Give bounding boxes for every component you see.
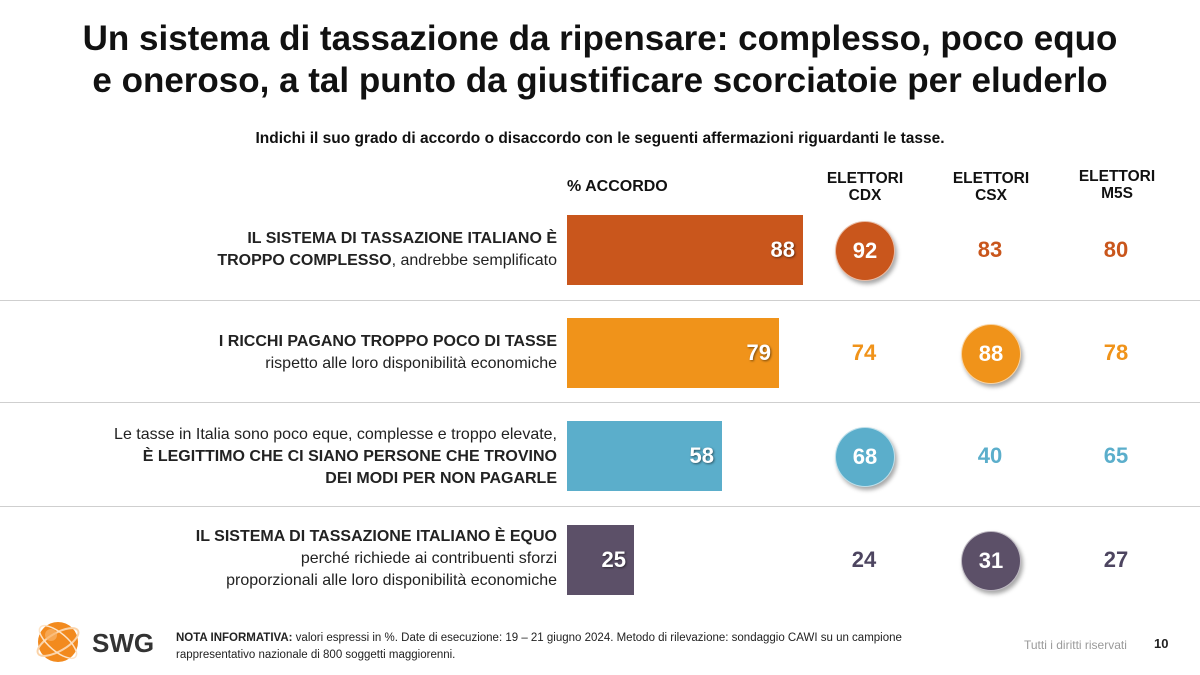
footer-note: NOTA INFORMATIVA: valori espressi in %. …	[176, 630, 902, 664]
header-accordo: % ACCORDO	[567, 178, 668, 195]
value-cdx: 74	[851, 340, 877, 365]
value-m5s: 27	[1103, 547, 1129, 572]
value-m5s: 65	[1103, 443, 1129, 468]
row4-line2: perché richiede ai contribuenti sforzi	[300, 550, 557, 567]
title-line-1: Un sistema di tassazione da ripensare: c…	[82, 19, 1118, 58]
row-divider	[0, 300, 1200, 301]
row3-line3: DEI MODI PER NON PAGARLE	[325, 470, 557, 487]
row-divider	[0, 506, 1200, 507]
bar-value-label: 25	[601, 547, 626, 572]
page-number: 10	[1154, 636, 1169, 651]
swg-logo-text: SWG	[92, 628, 155, 658]
note-label: NOTA INFORMATIVA:	[176, 632, 293, 644]
bar-value-label: 58	[689, 443, 714, 468]
row2-line1: I RICCHI PAGANO TROPPO POCO DI TASSE	[218, 333, 557, 350]
row3-line1: Le tasse in Italia sono poco eque, compl…	[114, 426, 557, 443]
row2-line2: rispetto alle loro disponibilità economi…	[265, 355, 557, 372]
highlight-circle-cdx: 68	[835, 427, 895, 487]
swg-globe-icon	[36, 622, 80, 662]
row-label-3: Le tasse in Italia sono poco eque, compl…	[114, 424, 557, 490]
row-label-2: I RICCHI PAGANO TROPPO POCO DI TASSE ris…	[219, 331, 557, 375]
bar-4: 25	[567, 525, 634, 595]
header-csx-line2: CSX	[975, 187, 1007, 204]
bar-value-label: 79	[746, 340, 771, 365]
row4-line3: proporzionali alle loro disponibilità ec…	[226, 572, 557, 589]
highlight-circle-csx: 31	[961, 531, 1021, 591]
row1-line1: IL SISTEMA DI TASSAZIONE ITALIANO È	[247, 230, 557, 247]
title-line-2: e oneroso, a tal punto da giustificare s…	[92, 61, 1108, 100]
header-m5s: ELETTORI M5S	[1072, 168, 1162, 202]
header-m5s-line1: ELETTORI	[1078, 168, 1156, 185]
header-cdx-line2: CDX	[848, 187, 882, 204]
row-label-4: IL SISTEMA DI TASSAZIONE ITALIANO È EQUO…	[196, 526, 557, 592]
value-csx: 83	[977, 237, 1003, 262]
bar-1: 88	[567, 215, 803, 285]
value-m5s: 80	[1103, 237, 1129, 262]
header-cdx-line1: ELETTORI	[826, 170, 904, 187]
row3-line2: È LEGITTIMO CHE CI SIANO PERSONE CHE TRO…	[142, 448, 557, 465]
row1-line2-bold: TROPPO COMPLESSO	[217, 252, 392, 269]
bar-value-label: 88	[770, 237, 795, 262]
header-csx-line1: ELETTORI	[952, 170, 1030, 187]
row4-line1: IL SISTEMA DI TASSAZIONE ITALIANO È EQUO	[195, 528, 557, 545]
value-cdx: 24	[851, 547, 877, 572]
header-m5s-line2: M5S	[1101, 185, 1133, 202]
row-label-1: IL SISTEMA DI TASSAZIONE ITALIANO È TROP…	[217, 228, 557, 272]
bar-2: 79	[567, 318, 779, 388]
value-m5s: 78	[1103, 340, 1129, 365]
bar-3: 58	[567, 421, 722, 491]
note-line1: valori espressi in %. Date di esecuzione…	[292, 632, 902, 644]
highlight-circle-csx: 88	[961, 324, 1021, 384]
row-divider	[0, 402, 1200, 403]
highlight-circle-cdx: 92	[835, 221, 895, 281]
header-cdx: ELETTORI CDX	[820, 170, 910, 204]
page-title: Un sistema di tassazione da ripensare: c…	[0, 18, 1200, 102]
row1-line2-normal: , andrebbe semplificato	[391, 252, 557, 269]
header-csx: ELETTORI CSX	[946, 170, 1036, 204]
rights-text: Tutti i diritti riservati	[1024, 638, 1127, 652]
note-line2: rappresentativo nazionale di 800 soggett…	[176, 649, 456, 661]
question-subtitle: Indichi il suo grado di accordo o disacc…	[255, 130, 945, 147]
value-csx: 40	[977, 443, 1003, 468]
